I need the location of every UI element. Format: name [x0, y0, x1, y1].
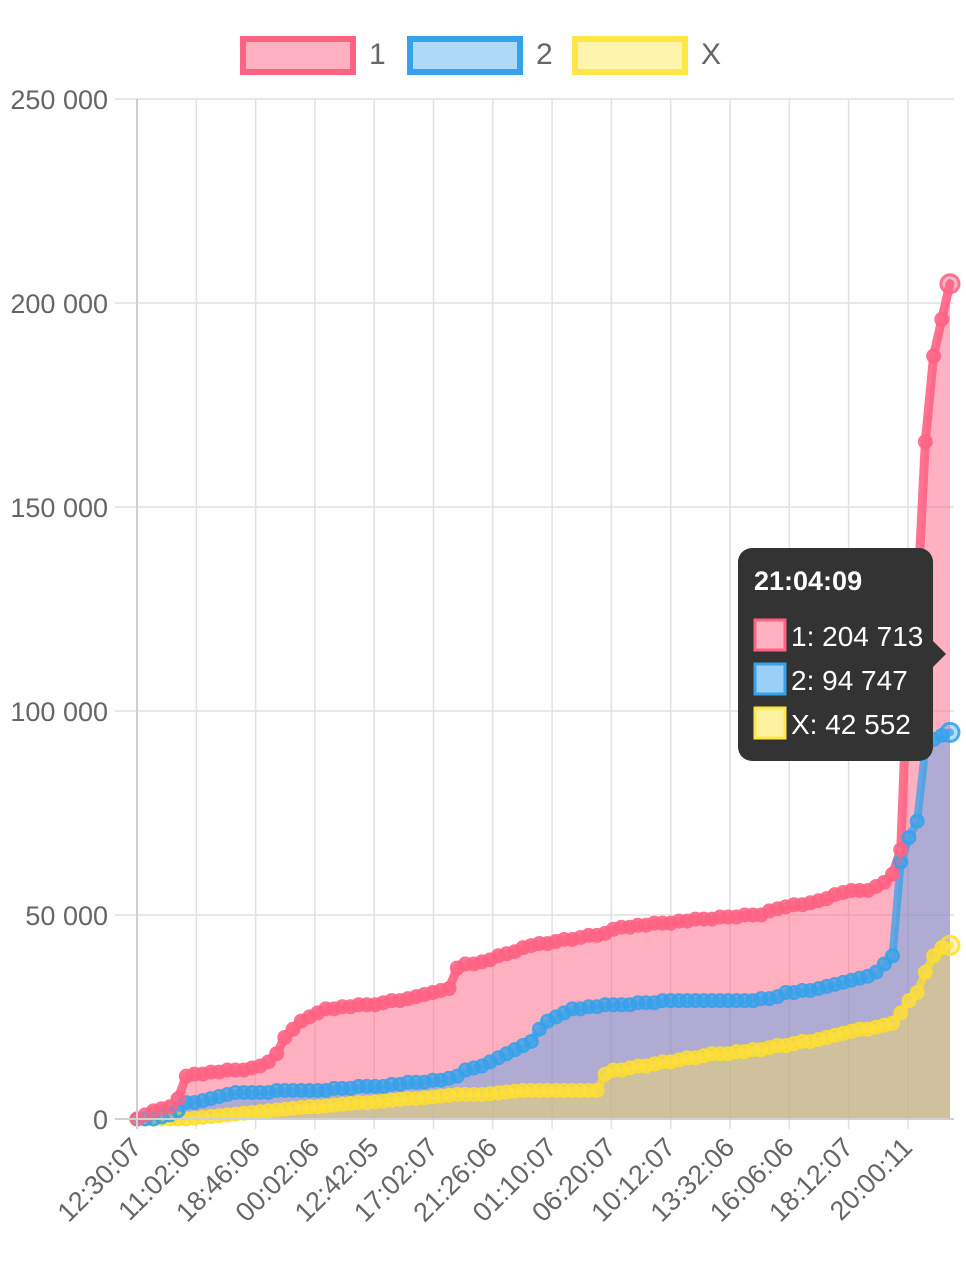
legend-item-2[interactable]: 2	[407, 36, 553, 75]
data-point-series-1[interactable]	[170, 1091, 186, 1107]
tooltip-caret	[933, 641, 946, 667]
chart-legend[interactable]: 1 2 X	[240, 36, 721, 75]
y-axis: 0 50 000 100 000 150 000 200 000 250 000	[10, 85, 138, 1135]
y-tick-label: 0	[93, 1105, 108, 1135]
data-point-series-X[interactable]	[885, 1015, 901, 1031]
x-axis: 12:30:0711:02:0618:46:0600:02:0612:42:05…	[52, 1118, 954, 1228]
tooltip-box	[738, 548, 933, 761]
data-point-series-2[interactable]	[909, 813, 925, 829]
data-point-series-X[interactable]	[909, 985, 925, 1001]
legend-item-1[interactable]: 1	[240, 36, 386, 75]
data-point-series-1[interactable]	[269, 1046, 285, 1062]
data-point-series-1[interactable]	[934, 311, 950, 327]
tooltip-item: 1: 204 713	[791, 621, 923, 652]
legend-swatch-1	[240, 36, 356, 75]
data-point-series-1[interactable]	[917, 434, 933, 450]
data-point-series-1[interactable]	[926, 348, 942, 364]
data-point-series-2[interactable]	[939, 721, 961, 743]
data-point-series-X[interactable]	[589, 1082, 605, 1098]
tooltip-item: 2: 94 747	[791, 665, 908, 696]
y-tick-label: 50 000	[25, 901, 108, 931]
tooltip-item: X: 42 552	[791, 709, 911, 740]
data-point-series-2[interactable]	[893, 854, 909, 870]
tooltip-swatch	[753, 706, 787, 740]
chart-points	[129, 273, 961, 1127]
data-point-series-1[interactable]	[939, 273, 961, 295]
data-point-series-2[interactable]	[901, 829, 917, 845]
legend-label-X: X	[701, 38, 721, 71]
area-series-X	[137, 945, 950, 1119]
tooltip-title: 21:04:09	[754, 566, 862, 596]
data-point-series-X[interactable]	[893, 1005, 909, 1021]
y-tick-label: 100 000	[10, 697, 108, 727]
legend-swatch-X	[572, 36, 688, 75]
data-point-series-2[interactable]	[523, 1033, 539, 1049]
tooltip-swatch	[753, 618, 787, 652]
legend-label-2: 2	[536, 38, 553, 71]
area-series-2	[137, 732, 950, 1119]
legend-item-X[interactable]: X	[572, 36, 721, 75]
tooltip-swatch	[753, 662, 787, 696]
data-point-series-1[interactable]	[441, 980, 457, 996]
legend-swatch-2	[407, 36, 523, 75]
line-series-X	[133, 941, 954, 1123]
data-point-series-1[interactable]	[885, 866, 901, 882]
data-point-series-X[interactable]	[939, 934, 961, 956]
chart-tooltip: 21:04:09 1: 204 713 2: 94 747 X: 42 552	[738, 548, 946, 761]
data-point-series-1[interactable]	[893, 842, 909, 858]
y-tick-label: 250 000	[10, 85, 108, 115]
y-tick-label: 200 000	[10, 289, 108, 319]
legend-label-1: 1	[369, 38, 386, 71]
data-point-series-X[interactable]	[917, 964, 933, 980]
data-point-series-2[interactable]	[885, 948, 901, 964]
y-tick-label: 150 000	[10, 493, 108, 523]
